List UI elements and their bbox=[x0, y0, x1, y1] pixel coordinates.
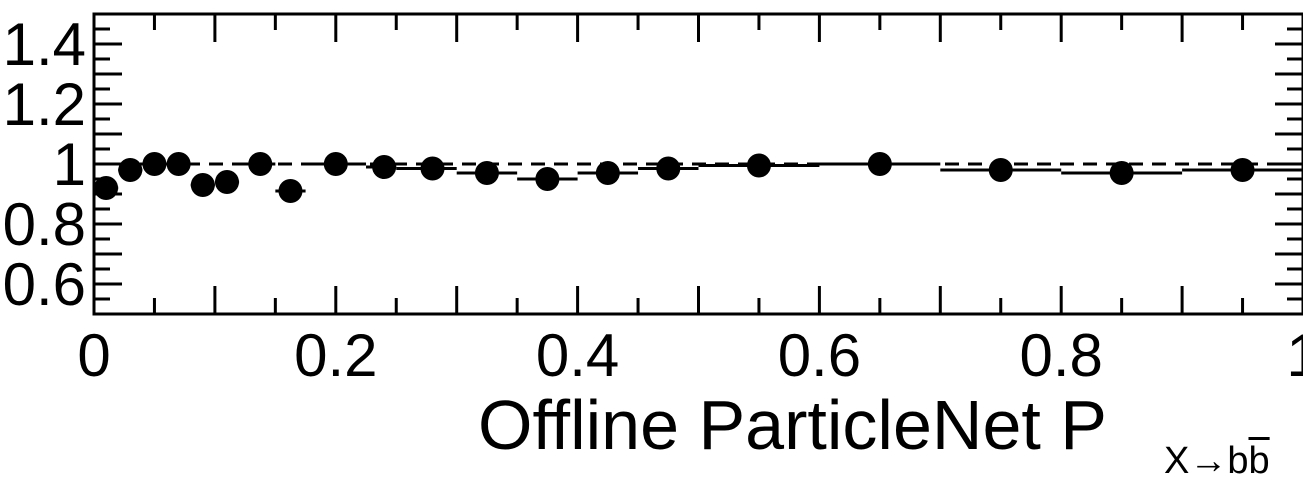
y-tick-label: 1.2 bbox=[3, 71, 86, 138]
data-point bbox=[535, 167, 560, 191]
data-point bbox=[988, 158, 1013, 182]
data-point bbox=[118, 158, 143, 182]
data-point bbox=[372, 155, 397, 179]
data-point bbox=[278, 179, 303, 203]
data-point bbox=[190, 173, 215, 197]
x-tick-label: 0.2 bbox=[294, 322, 377, 389]
x-axis-label-subscript: X→bb bbox=[1164, 440, 1270, 482]
x-tick-label: 0.4 bbox=[536, 322, 619, 389]
data-point bbox=[1109, 161, 1134, 185]
y-tick-label: 0.8 bbox=[3, 191, 86, 258]
data-point bbox=[166, 152, 191, 176]
data-point bbox=[142, 152, 167, 176]
data-point bbox=[323, 152, 348, 176]
y-tick-label: 0.6 bbox=[3, 251, 86, 318]
x-tick-label: 0.6 bbox=[778, 322, 861, 389]
x-tick-label: 1 bbox=[1286, 322, 1303, 389]
data-point bbox=[595, 161, 620, 185]
x-axis-label: Offline ParticleNet P X→bb bbox=[478, 382, 1303, 490]
x-tick-label: 0.8 bbox=[1019, 322, 1102, 389]
data-point bbox=[94, 176, 119, 200]
data-point bbox=[214, 170, 239, 194]
y-tick-label: 1.4 bbox=[3, 11, 86, 78]
data-point bbox=[656, 156, 681, 181]
data-point bbox=[248, 152, 273, 176]
data-point bbox=[867, 152, 892, 176]
y-tick-label: 1 bbox=[53, 131, 86, 198]
x-axis-label-main: Offline ParticleNet P bbox=[478, 386, 1107, 464]
data-point bbox=[1230, 158, 1255, 182]
data-point bbox=[746, 153, 771, 178]
x-tick-label: 0 bbox=[77, 322, 110, 389]
data-point bbox=[474, 161, 499, 185]
data-point bbox=[420, 156, 445, 181]
